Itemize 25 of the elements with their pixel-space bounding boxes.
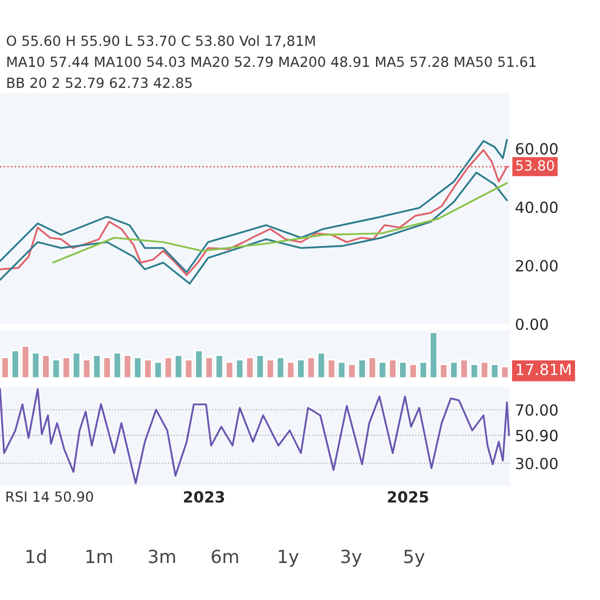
line-series [52, 182, 508, 264]
y-tick-label: 50.90 [516, 430, 558, 442]
text: 1y [278, 550, 299, 567]
line-series [0, 388, 510, 484]
x-tick-label: 2023 [184, 491, 224, 503]
y-tick-label: 20.00 [516, 260, 558, 272]
text: 3m [148, 550, 176, 564]
line-series [0, 172, 508, 285]
y-tick-label: 40.00 [516, 202, 558, 214]
text: MA10 57.44 MA100 54.03 MA20 52.79 MA200 48.91 MA5 57.28 MA50 51.61 [7, 56, 536, 68]
ref-line-label: 53.80 [516, 160, 554, 171]
text: 1d [26, 549, 46, 564]
text: 17.81M [516, 364, 571, 376]
y-tick-label: 60.00 [516, 143, 558, 155]
text: 1m [86, 550, 112, 563]
text: O 55.60 H 55.90 L 53.70 C 53.80 Vol 17,81M [6, 35, 315, 48]
text: BB 20 2 52.79 62.73 42.85 [7, 78, 192, 88]
y-tick-label: 30.00 [516, 458, 558, 470]
y-tick-label: 70.00 [516, 404, 558, 416]
text: 5y [404, 550, 425, 567]
y-tick-label: 0.00 [516, 318, 548, 330]
x-tick-label: 2025 [388, 491, 428, 503]
text: 6m [212, 550, 238, 564]
text: 3y [341, 550, 362, 567]
text: RSI 14 50.90 [6, 491, 94, 502]
